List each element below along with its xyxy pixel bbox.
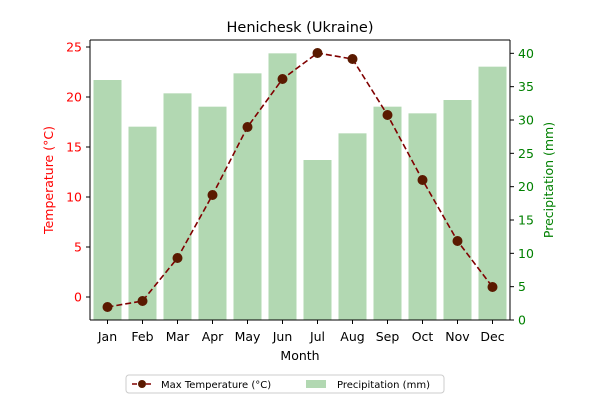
y-left-tick-label: 5 xyxy=(74,240,82,255)
precipitation-bar-may xyxy=(233,73,262,320)
legend: Max Temperature (°C) Precipitation (mm) xyxy=(125,374,445,394)
x-tick-label: Sep xyxy=(376,329,400,344)
temperature-point-jan xyxy=(102,302,113,312)
y-right-tick-label: 0 xyxy=(518,313,526,328)
precipitation-bar-jan xyxy=(93,80,122,320)
x-tick-label: Jul xyxy=(309,329,325,344)
temperature-line xyxy=(107,52,494,308)
y-axis-left-label: Temperature (°C) xyxy=(41,126,56,235)
y-right-tick-label: 5 xyxy=(518,279,526,294)
temperature-point-feb xyxy=(137,296,148,306)
precipitation-bar-dec xyxy=(478,66,507,321)
temperature-point-aug xyxy=(347,54,358,64)
x-tick-label: Dec xyxy=(480,329,504,344)
legend-bar-swatch xyxy=(306,380,326,388)
x-tick-label: Aug xyxy=(340,329,364,344)
x-tick-label: Apr xyxy=(202,329,224,344)
axes: 0 5 10 15 20 25 0 5 10 15 20 25 30 35 40 Jan Feb Mar Apr Ma… xyxy=(66,39,534,344)
y-left-tick-label: 20 xyxy=(66,90,82,105)
temperature-point-sep xyxy=(382,110,393,120)
y-left-tick-label: 0 xyxy=(74,290,82,305)
temperature-point-nov xyxy=(452,236,463,246)
legend-label-precipitation: Precipitation (mm) xyxy=(337,380,430,391)
precipitation-bar-oct xyxy=(408,113,437,320)
precipitation-bar-feb xyxy=(128,126,157,321)
x-tick-label: Oct xyxy=(412,329,434,344)
y-left-tick-label: 25 xyxy=(66,40,82,55)
precipitation-bar-jul xyxy=(303,160,332,320)
x-tick-label: Feb xyxy=(131,329,153,344)
x-tick-label: Mar xyxy=(166,329,190,344)
y-right-tick-label: 25 xyxy=(518,146,534,161)
temperature-point-jul xyxy=(312,48,323,58)
precipitation-bar-mar xyxy=(163,93,192,320)
precipitation-bars xyxy=(93,53,507,321)
temperature-point-jun xyxy=(277,74,288,84)
y-right-tick-label: 15 xyxy=(518,213,534,228)
temperature-point-oct xyxy=(417,175,428,185)
x-tick-label: May xyxy=(235,329,261,344)
x-tick-label: Jan xyxy=(97,329,117,344)
x-axis-label: Month xyxy=(280,348,319,363)
temperature-point-apr xyxy=(207,190,218,200)
temperature-point-dec xyxy=(487,282,498,292)
y-right-tick-label: 30 xyxy=(518,113,534,128)
y-left-tick-label: 10 xyxy=(66,190,82,205)
y-right-tick-label: 10 xyxy=(518,246,534,261)
y-right-tick-label: 35 xyxy=(518,79,534,94)
precipitation-bar-jun xyxy=(268,53,297,320)
y-right-tick-label: 20 xyxy=(518,179,534,194)
temperature-line-series xyxy=(102,48,498,312)
x-tick-label: Nov xyxy=(445,329,470,344)
x-tick-label: Jun xyxy=(272,329,293,344)
y-left-tick-label: 15 xyxy=(66,140,82,155)
y-axis-right-label: Precipitation (mm) xyxy=(541,122,556,238)
precipitation-bar-aug xyxy=(338,133,367,320)
legend-box xyxy=(125,374,445,394)
y-right-tick-label: 40 xyxy=(518,46,534,61)
legend-label-temperature: Max Temperature (°C) xyxy=(161,380,271,391)
legend-marker-swatch xyxy=(138,380,146,388)
precipitation-bar-apr xyxy=(198,106,227,321)
precipitation-bar-nov xyxy=(443,100,472,320)
temperature-point-mar xyxy=(172,253,183,263)
precipitation-bar-sep xyxy=(373,106,402,321)
chart-title: Henichesk (Ukraine) xyxy=(227,20,374,36)
temperature-point-may xyxy=(242,122,253,132)
